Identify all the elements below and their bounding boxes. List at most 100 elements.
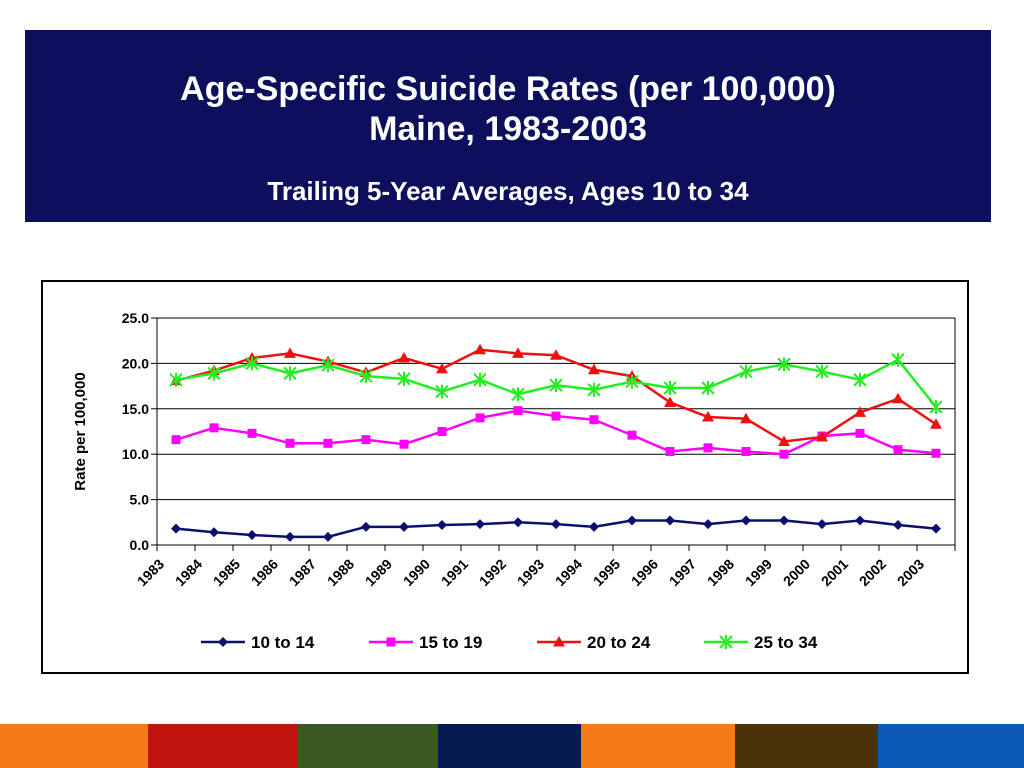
- chart-frame: 0.0 5.0 10.0 15.0 20.0 25.0 1983 1984 1985 1986 19…: [41, 280, 969, 674]
- data-point: [627, 515, 637, 526]
- y-tick-label: 0.0: [130, 537, 150, 553]
- data-point: [245, 356, 259, 371]
- data-point: [855, 428, 865, 438]
- data-point: [702, 410, 714, 422]
- data-point: [779, 515, 789, 526]
- data-point: [209, 423, 219, 433]
- x-tick-label: 1992: [476, 556, 509, 589]
- data-point: [627, 430, 637, 440]
- data-point: [625, 374, 639, 389]
- data-point: [474, 343, 486, 355]
- data-point: [589, 521, 599, 532]
- data-point: [361, 435, 371, 445]
- data-point: [285, 438, 295, 448]
- data-point: [892, 392, 904, 404]
- stripe-block: [438, 724, 581, 768]
- data-point: [169, 372, 183, 387]
- y-tick-label: 20.0: [122, 355, 149, 371]
- data-point: [663, 380, 677, 395]
- x-tick-label: 1987: [286, 556, 319, 589]
- data-point: [855, 515, 865, 526]
- data-point: [587, 382, 601, 397]
- x-tick-label: 1996: [628, 556, 661, 589]
- legend-label: 15 to 19: [419, 633, 482, 652]
- data-point: [437, 520, 447, 531]
- data-point: [854, 406, 866, 417]
- data-point: [551, 411, 561, 421]
- data-point: [741, 515, 751, 526]
- data-point: [247, 428, 257, 438]
- chart-title: Age-Specific Suicide Rates (per 100,000): [180, 70, 836, 108]
- data-point: [513, 517, 523, 528]
- data-point: [589, 415, 599, 425]
- data-point: [665, 446, 675, 456]
- y-tick-label: 25.0: [122, 310, 149, 326]
- y-tick-label: 5.0: [130, 492, 150, 508]
- data-point: [778, 435, 790, 446]
- y-axis-label: Rate per 100,000: [72, 372, 89, 490]
- x-tick-label: 2001: [818, 556, 851, 589]
- data-point: [891, 352, 905, 367]
- x-tick-label: 2003: [894, 556, 927, 589]
- x-tick-label: 1989: [362, 556, 395, 589]
- legend-label: 25 to 34: [754, 633, 818, 652]
- data-point: [777, 357, 791, 372]
- x-tick-label: 1983: [134, 556, 167, 589]
- stripe-block: [148, 724, 298, 768]
- data-point: [931, 448, 941, 458]
- data-point: [436, 362, 448, 374]
- data-point: [549, 378, 563, 393]
- legend-label: 20 to 24: [587, 633, 651, 652]
- data-point: [475, 413, 485, 423]
- data-point: [550, 349, 562, 360]
- data-point: [284, 347, 296, 358]
- data-point: [853, 372, 867, 387]
- x-tick-label: 1988: [324, 556, 357, 589]
- data-point: [171, 523, 181, 534]
- data-point: [741, 446, 751, 456]
- data-point: [701, 380, 715, 395]
- y-tick-label: 15.0: [122, 401, 149, 417]
- data-point: [511, 387, 525, 402]
- data-point: [931, 523, 941, 534]
- data-point: [399, 439, 409, 449]
- data-point: [664, 396, 676, 407]
- data-point: [359, 369, 373, 384]
- data-point: [361, 521, 371, 532]
- data-point: [929, 399, 943, 414]
- data-point: [397, 371, 411, 386]
- stripe-block: [878, 724, 1024, 768]
- x-tick-label: 1995: [590, 556, 623, 589]
- chart-title-line2: Maine, 1983-2003: [369, 110, 647, 148]
- footer-color-stripe: [0, 724, 1024, 768]
- stripe-block: [735, 724, 878, 768]
- data-point: [435, 384, 449, 399]
- x-tick-label: 2002: [856, 556, 889, 589]
- data-point: [893, 445, 903, 455]
- chart-subtitle: Trailing 5-Year Averages, Ages 10 to 34: [267, 176, 749, 206]
- data-point: [703, 519, 713, 530]
- data-point: [779, 449, 789, 459]
- data-point: [283, 366, 297, 381]
- data-point: [209, 527, 219, 538]
- x-tick-label: 1999: [742, 556, 775, 589]
- legend-marker: [386, 637, 396, 647]
- data-point: [171, 435, 181, 445]
- data-point: [513, 406, 523, 416]
- legend-marker: [719, 635, 733, 649]
- x-tick-label: 1984: [172, 556, 205, 589]
- stripe-block: [298, 724, 438, 768]
- x-tick-label: 1991: [438, 556, 471, 589]
- stripe-block: [581, 724, 735, 768]
- x-tick-label: 1986: [248, 556, 281, 589]
- data-point: [551, 519, 561, 530]
- legend-marker: [218, 637, 228, 647]
- data-point: [247, 530, 257, 541]
- data-point: [475, 519, 485, 530]
- stripe-block: [0, 724, 148, 768]
- data-point: [817, 519, 827, 530]
- legend-marker: [553, 636, 565, 647]
- x-tick-label: 2000: [780, 556, 813, 589]
- data-point: [398, 351, 410, 363]
- x-tick-label: 1997: [666, 556, 699, 589]
